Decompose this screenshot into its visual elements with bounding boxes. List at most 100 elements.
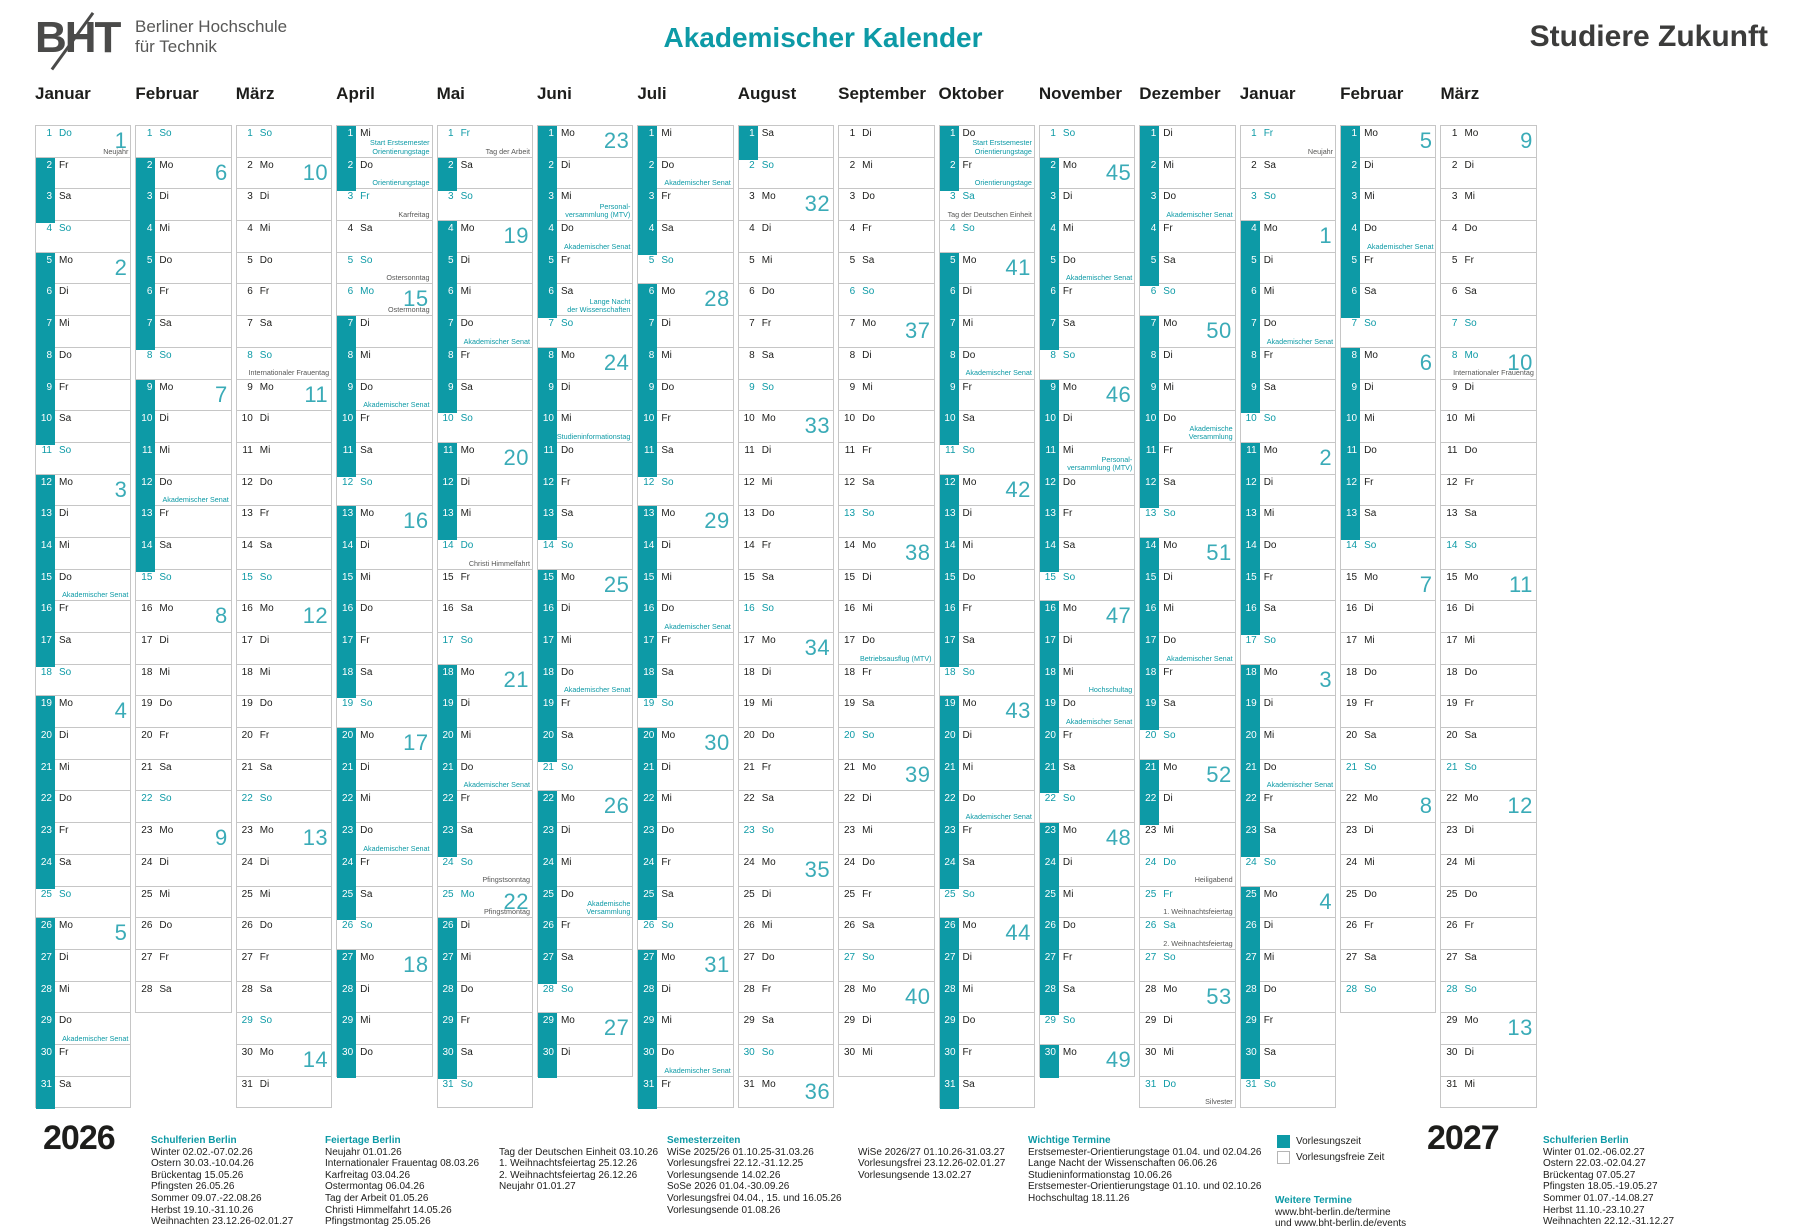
day-weekday: Mo: [460, 888, 475, 900]
day-cell: 6 Sa Lange Nacht der Wissenschaften: [537, 284, 633, 319]
day-cell: 22 Mi: [337, 791, 432, 826]
month-days: 1 Di 2 Mi 3 Do Akademischer Senat 4 Fr 5 Sa 6 So 7 Mo 5…: [1139, 125, 1236, 1109]
day-weekday: So: [560, 539, 574, 551]
day-weekday: So: [862, 508, 875, 520]
day-number: 24: [537, 854, 557, 889]
day-cell: 28 Fr: [738, 982, 834, 1014]
day-weekday: Fr: [560, 698, 571, 710]
day-weekday: Mi: [1364, 856, 1375, 868]
day-weekday: Mo: [761, 635, 776, 646]
day-weekday: Sa: [1263, 1046, 1276, 1058]
day-number: 18: [537, 664, 557, 699]
day-number: 16: [337, 601, 357, 635]
day-weekday: Mi: [360, 1015, 371, 1027]
day-weekday: Sa: [159, 761, 172, 773]
day-number: 20: [743, 730, 755, 742]
day-weekday: Fr: [661, 856, 671, 868]
day-weekday: Do: [962, 793, 976, 805]
day-number: 14: [1039, 537, 1059, 572]
day-weekday: Do: [962, 349, 976, 361]
footer-line: Neujahr 01.01.26: [325, 1146, 402, 1158]
day-note: Internationaler Frauentag: [248, 368, 330, 378]
day-cell: 30 Mo 14: [236, 1045, 332, 1077]
day-cell: 9 Mo 46: [1039, 379, 1135, 414]
week-number: 10: [1507, 349, 1533, 375]
day-cell: 17 Mi: [537, 633, 633, 667]
day-cell: 20 Di: [36, 728, 131, 762]
day-cell: 7 Do Akademischer Senat: [437, 316, 532, 350]
day-cell: 5 Fr: [1441, 253, 1536, 285]
day-number: 5: [136, 252, 156, 287]
day-weekday: Do: [1464, 223, 1478, 235]
day-note: Akademischer Senat: [664, 1065, 731, 1075]
day-cell: 24 Di: [236, 855, 332, 887]
day-number: 14: [638, 537, 658, 572]
day-cell: 24 Fr: [638, 854, 733, 889]
day-cell: 21 Do Akademischer Senat: [437, 759, 532, 794]
day-weekday: Fr: [761, 318, 772, 330]
day-cell: 22 Do: [36, 791, 131, 826]
day-number: 9: [1451, 381, 1458, 393]
day-weekday: Sa: [1163, 476, 1176, 488]
day-number: 2: [939, 157, 959, 192]
day-weekday: Fr: [1263, 571, 1274, 583]
day-number: 23: [1145, 825, 1157, 837]
day-weekday: Mi: [460, 286, 472, 298]
week-number: 8: [215, 603, 228, 629]
day-note: Heiligabend: [1194, 875, 1233, 885]
day-weekday: Mo: [661, 730, 676, 742]
day-cell: 15 Do Akademischer Senat: [36, 569, 131, 604]
day-weekday: Fr: [1163, 888, 1173, 900]
year-label-2026: 2026: [43, 1119, 116, 1157]
day-weekday: Sa: [761, 793, 774, 805]
day-cell: 8 Do Akademischer Senat: [939, 347, 1034, 382]
day-number: 11: [945, 444, 956, 456]
day-weekday: Di: [761, 888, 772, 900]
day-cell: 7 Di: [638, 316, 733, 350]
day-note: Personal- versammlung (MTV): [1067, 455, 1133, 473]
month-column-12: Dezember 1 Di 2 Mi 3 Do Akademischer Senat 4 Fr 5 S…: [1139, 84, 1236, 1109]
day-cell: 2 Mo 6: [136, 157, 231, 192]
day-number: 2: [1341, 157, 1361, 192]
day-number: 9: [1039, 379, 1059, 414]
day-number: 26: [1240, 918, 1260, 952]
day-number: 1: [448, 128, 454, 139]
day-cell: 14 Di: [337, 537, 432, 572]
day-cell: 24 Mi: [537, 854, 633, 889]
day-number: 12: [844, 476, 856, 488]
day-number: 27: [337, 949, 357, 984]
week-number: 52: [1206, 761, 1232, 787]
day-weekday: So: [1163, 730, 1176, 742]
day-cell: 3 Di: [236, 189, 332, 222]
week-number: 51: [1206, 539, 1232, 565]
day-number: 12: [437, 474, 457, 509]
day-number: 31: [36, 1076, 55, 1110]
day-number: 1: [46, 128, 52, 139]
day-number: 29: [337, 1013, 357, 1047]
year-label-2027: 2027: [1427, 1119, 1500, 1157]
day-cell: 30 Do: [337, 1044, 431, 1078]
day-number: 20: [1446, 730, 1458, 742]
week-number: 24: [603, 349, 630, 375]
day-weekday: Mi: [159, 444, 170, 456]
day-note: Akademischer Senat: [965, 812, 1032, 821]
day-number: 18: [743, 666, 755, 678]
day-weekday: Mo: [862, 539, 877, 551]
day-number: 25: [442, 888, 454, 900]
day-number: 23: [1240, 823, 1260, 857]
day-number: 12: [36, 474, 55, 509]
day-weekday: Sa: [460, 1046, 473, 1058]
day-weekday: Do: [1263, 318, 1277, 330]
day-number: 4: [437, 221, 457, 255]
day-number: 17: [36, 633, 55, 667]
day-cell: 6 Sa: [1341, 284, 1436, 319]
day-weekday: Mo: [1263, 666, 1278, 678]
day-weekday: Mo: [1464, 349, 1479, 361]
day-cell: 30 So: [738, 1045, 834, 1077]
week-number: 12: [1507, 793, 1533, 819]
day-weekday: Di: [1263, 698, 1274, 710]
weitere-termine-title: Weitere Termine: [1275, 1195, 1352, 1206]
day-note: Start Erstsemester Orientierungstage: [972, 138, 1032, 156]
day-weekday: Sa: [560, 730, 574, 742]
day-weekday: Do: [962, 571, 976, 583]
